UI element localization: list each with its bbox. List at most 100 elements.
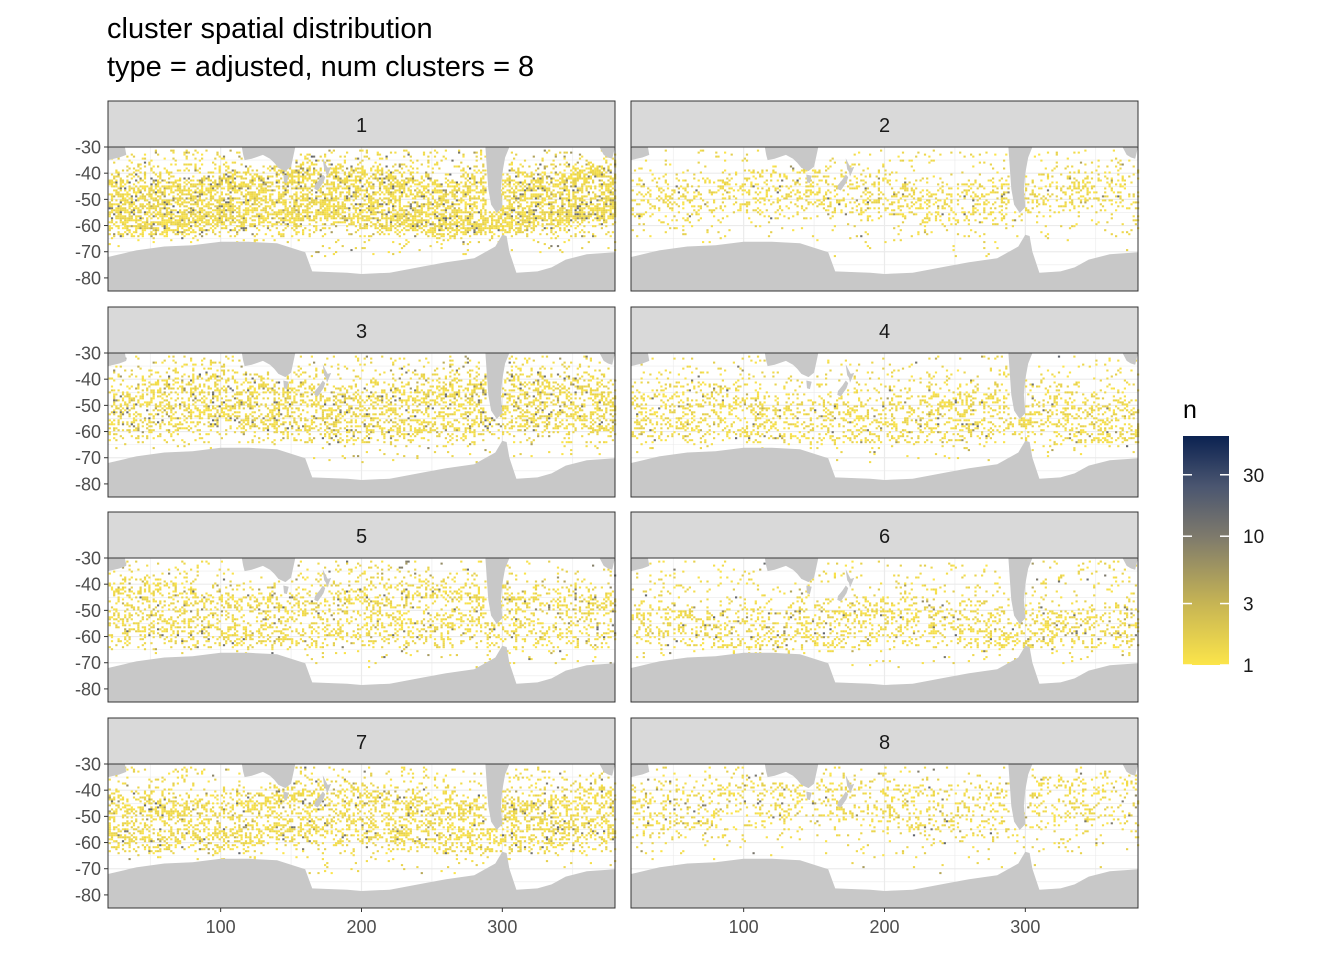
heat-cell: [258, 189, 261, 192]
heat-cell: [811, 169, 815, 172]
heat-cell: [409, 155, 412, 158]
heat-cell: [462, 221, 465, 224]
heat-cell: [249, 165, 252, 168]
heat-cell: [203, 179, 206, 182]
heat-cell: [574, 227, 577, 230]
heat-cell: [398, 189, 401, 192]
heat-cell: [277, 173, 281, 176]
heat-cell: [218, 213, 221, 216]
heat-cell: [306, 207, 309, 210]
heat-cell: [170, 185, 173, 188]
heat-cell: [260, 199, 263, 202]
heat-cell: [394, 197, 397, 200]
heat-cell: [559, 209, 562, 212]
heat-cell: [517, 201, 520, 204]
heat-cell: [416, 215, 419, 218]
heat-cell: [756, 199, 760, 202]
heat-cell: [556, 215, 560, 218]
heat-cell: [121, 199, 125, 202]
heat-cell: [526, 225, 529, 228]
heat-cell: [407, 213, 410, 216]
heat-cell: [124, 215, 127, 218]
heat-cell: [528, 185, 531, 188]
heat-cell: [572, 221, 575, 224]
heat-cell: [603, 173, 606, 176]
heat-cell: [770, 195, 773, 198]
heat-cell: [196, 205, 199, 208]
heat-cell: [192, 231, 195, 234]
heat-cell: [201, 203, 204, 206]
heat-cell: [526, 227, 529, 230]
heat-cell: [666, 205, 670, 208]
heat-cell: [405, 229, 408, 232]
heat-cell: [275, 165, 278, 168]
heat-cell: [209, 191, 212, 194]
heat-cell: [225, 209, 228, 212]
heat-cell: [680, 185, 683, 188]
heat-cell: [466, 229, 469, 232]
heat-cell: [130, 173, 133, 176]
heat-cell: [805, 207, 808, 210]
heat-cell: [352, 179, 355, 182]
heat-cell: [532, 211, 535, 214]
heat-cell: [453, 237, 456, 240]
heat-cell: [269, 195, 272, 198]
heat-cell: [666, 195, 670, 198]
heat-cell: [168, 171, 171, 174]
heat-cell: [218, 181, 221, 184]
heat-cell: [464, 233, 467, 236]
heat-cell: [310, 183, 313, 186]
heat-cell: [554, 171, 557, 174]
heat-cell: [251, 175, 254, 178]
heat-cell: [596, 211, 599, 214]
heat-cell: [304, 185, 307, 188]
heat-cell: [666, 187, 670, 190]
heat-cell: [578, 169, 582, 172]
heat-cell: [288, 201, 292, 204]
heat-cell: [581, 215, 584, 218]
heat-cell: [185, 167, 188, 170]
heat-cell: [783, 197, 786, 200]
heat-cell: [203, 225, 206, 228]
heat-cell: [460, 237, 463, 240]
heat-cell: [809, 193, 812, 196]
heat-cell: [499, 223, 502, 226]
heat-cell: [545, 181, 549, 184]
heat-cell: [523, 197, 527, 200]
heat-cell: [508, 177, 511, 180]
heat-cell: [299, 187, 302, 190]
heat-cell: [108, 183, 111, 186]
heat-cell: [335, 169, 338, 172]
heat-cell: [231, 189, 234, 192]
heat-cell: [781, 195, 784, 198]
heat-cell: [370, 167, 373, 170]
heat-cell: [238, 205, 241, 208]
heat-cell: [653, 177, 656, 180]
heat-cell: [229, 215, 232, 218]
heat-cell: [233, 173, 237, 176]
heat-cell: [484, 233, 487, 236]
heat-cell: [510, 223, 513, 226]
heat-cell: [427, 205, 430, 208]
heat-cell: [350, 195, 353, 198]
heat-cell: [341, 207, 344, 210]
heat-cell: [574, 211, 577, 214]
heat-cell: [264, 205, 267, 208]
heat-cell: [574, 169, 577, 172]
heat-cell: [121, 221, 125, 224]
heat-cell: [238, 213, 241, 216]
heat-cell: [418, 181, 421, 184]
heat-cell: [647, 191, 650, 194]
heat-cell: [198, 197, 201, 200]
heat-cell: [451, 181, 454, 184]
heat-cell: [121, 169, 125, 172]
heat-cell: [532, 225, 535, 228]
heat-cell: [282, 173, 285, 176]
heat-cell: [469, 217, 472, 220]
heat-cell: [174, 189, 177, 192]
heat-cell: [244, 217, 248, 220]
heat-cell: [724, 197, 727, 200]
heat-cell: [124, 225, 127, 228]
heat-cell: [132, 207, 136, 210]
heat-cell: [422, 203, 426, 206]
